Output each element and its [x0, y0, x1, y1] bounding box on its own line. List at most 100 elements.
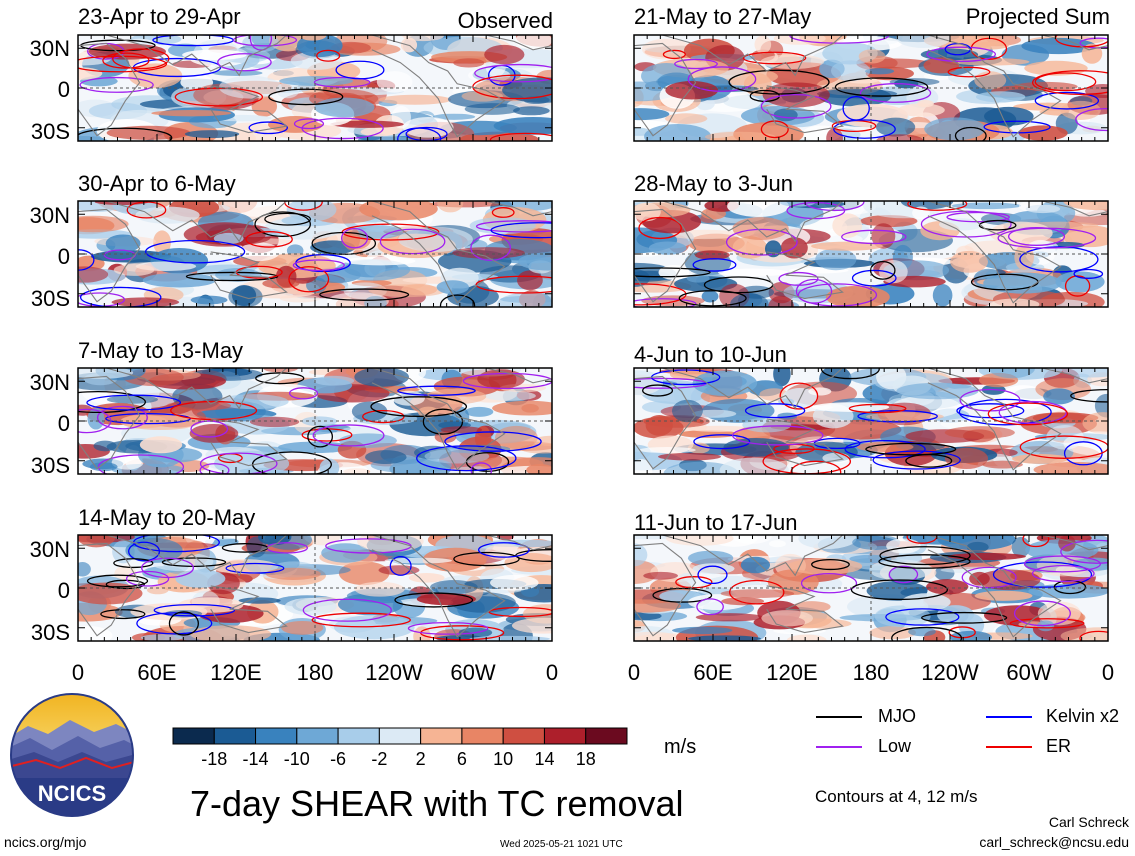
author-email[interactable]: carl_schreck@ncsu.edu	[979, 834, 1129, 850]
shear-field	[634, 201, 1108, 307]
panel-ticks	[633, 367, 1109, 475]
legend-label: Low	[878, 736, 912, 756]
panel-ticks	[77, 534, 553, 642]
anomaly-contours	[78, 35, 552, 141]
y-tick-label: 0	[57, 411, 70, 436]
contours-note: Contours at 4, 12 m/s	[815, 787, 978, 806]
colorbar-tick: -2	[371, 749, 388, 769]
colorbar-tick: 18	[575, 749, 596, 769]
logo-text: NCICS	[38, 781, 106, 806]
x-tick-label: 60W	[450, 660, 496, 685]
y-tick-label: 30N	[29, 203, 70, 228]
coastlines	[78, 368, 552, 471]
colorbar-box	[213, 727, 257, 745]
colorbar-tick: 10	[493, 749, 514, 769]
x-tick-label: 60E	[137, 660, 177, 685]
map-panel	[77, 534, 553, 642]
y-tick-label: 30N	[29, 537, 70, 562]
x-tick-label: 120W	[365, 660, 423, 685]
colorbar-box	[296, 727, 339, 745]
panel-title: 30-Apr to 6-May	[78, 171, 236, 196]
coastlines	[78, 201, 552, 304]
x-tick-label: 180	[852, 660, 890, 685]
anomaly-contours	[634, 368, 1108, 474]
y-tick-label: 30S	[30, 620, 70, 645]
colorbar-tick: -18	[201, 749, 228, 769]
colorbar-box	[585, 727, 628, 745]
x-tick-label: 120E	[766, 660, 818, 685]
legend-swatch	[986, 716, 1032, 718]
colorbar-box	[255, 727, 298, 745]
panel-title: 4-Jun to 10-Jun	[634, 342, 787, 367]
ncics-logo: NCICS	[10, 693, 134, 817]
anomaly-contours	[86, 535, 552, 641]
y-tick-label: 0	[57, 244, 70, 269]
map-panel	[77, 200, 553, 308]
x-tick-label: 60E	[693, 660, 733, 685]
x-tick-label: 120E	[210, 660, 262, 685]
colorbar-tick: -14	[242, 749, 269, 769]
timestamp: Wed 2025-05-21 1021 UTC	[500, 839, 623, 850]
panel-ticks	[633, 34, 1109, 142]
map-panel	[77, 367, 553, 475]
coastlines	[78, 35, 552, 138]
x-tick-label: 180	[296, 660, 334, 685]
coastlines	[634, 535, 1108, 638]
anomaly-contours	[78, 201, 552, 307]
colorbar-box	[378, 727, 422, 745]
author: Carl Schreck	[1048, 814, 1129, 830]
colorbar-box	[337, 727, 380, 745]
x-tick-label: 120W	[921, 660, 979, 685]
anomaly-contours	[78, 372, 552, 474]
x-tick-label: 0	[545, 660, 559, 685]
panel-ticks	[77, 34, 553, 142]
y-tick-label: 30S	[30, 119, 70, 144]
coastlines	[634, 368, 1108, 471]
panel-ticks	[77, 367, 553, 475]
colorbar-tick: 2	[415, 749, 426, 769]
main-title: 7-day SHEAR with TC removal	[190, 783, 684, 824]
x-tick-label: 0	[627, 660, 641, 685]
coastlines	[634, 35, 1108, 138]
colorbar-unit: m/s	[664, 736, 697, 758]
map-panel	[633, 534, 1109, 642]
map-panel	[77, 34, 553, 142]
panel-tag-observed: Observed	[457, 8, 553, 33]
x-tick-label: 0	[1101, 660, 1115, 685]
x-tick-label: 60W	[1006, 660, 1052, 685]
colorbar-box	[420, 727, 463, 745]
colorbar-tick: 6	[456, 749, 467, 769]
panel-title: 7-May to 13-May	[78, 338, 244, 363]
panel-title: 14-May to 20-May	[78, 505, 256, 530]
panel-ticks	[633, 534, 1109, 642]
site-link[interactable]: ncics.org/mjo	[4, 834, 87, 850]
colorbar	[172, 727, 628, 745]
colorbar-box	[461, 727, 504, 745]
panel-title: 28-May to 3-Jun	[634, 171, 793, 196]
panel-title: 21-May to 27-May	[634, 4, 812, 29]
y-tick-label: 30S	[30, 286, 70, 311]
y-tick-label: 30S	[30, 453, 70, 478]
legend-label: ER	[1046, 736, 1072, 756]
map-panel	[633, 200, 1109, 308]
y-tick-label: 0	[57, 578, 70, 603]
colorbar-box	[502, 727, 545, 745]
panel-tag-projected: Projected Sum	[965, 4, 1110, 29]
colorbar-tick: -10	[283, 749, 310, 769]
legend-swatch	[986, 746, 1032, 748]
coastlines	[634, 201, 1108, 304]
panel-title: 23-Apr to 29-Apr	[78, 4, 241, 29]
panel-ticks	[633, 200, 1109, 308]
colorbar-tick: 14	[534, 749, 555, 769]
y-tick-label: 30N	[29, 370, 70, 395]
panel-title: 11-Jun to 17-Jun	[634, 510, 798, 535]
y-tick-label: 0	[57, 77, 70, 102]
map-panels	[77, 34, 1109, 642]
legend-label: Kelvin x2	[1046, 706, 1120, 726]
legend-label: MJO	[878, 706, 916, 726]
map-panel	[633, 367, 1109, 475]
legend: MJO Kelvin x2 Low ER	[816, 705, 1120, 765]
panel-ticks	[77, 200, 553, 308]
anomaly-contours	[652, 535, 1108, 641]
y-tick-label: 30N	[29, 36, 70, 61]
